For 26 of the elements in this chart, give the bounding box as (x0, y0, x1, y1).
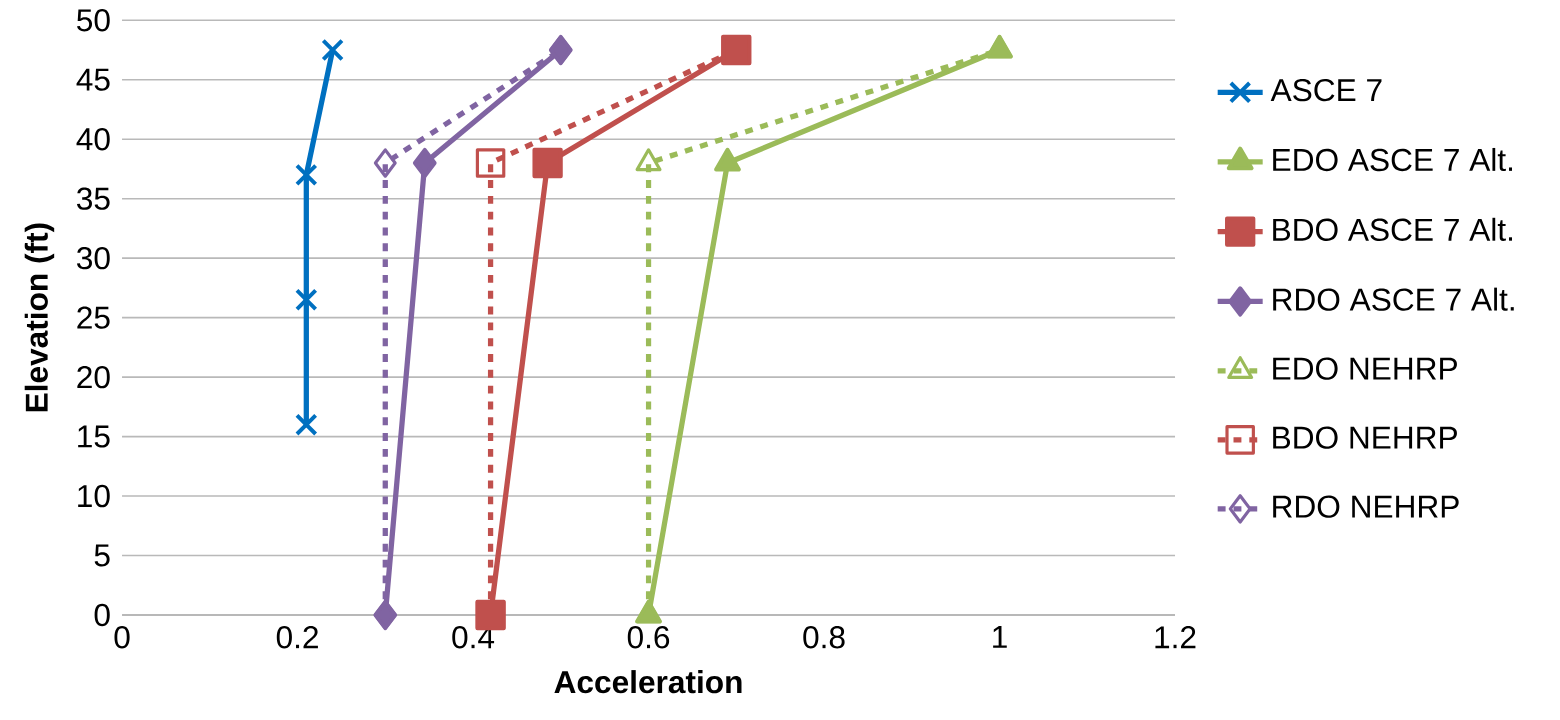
x-tick-label: 1 (993, 626, 1007, 648)
legend-label: BDO ASCE 7 Alt. (1273, 217, 1513, 241)
y-tick-label: 5 (94, 544, 110, 567)
y-tick-label: 10 (78, 484, 110, 508)
legend-label: RDO ASCE 7 Alt. (1273, 287, 1514, 311)
y-tick-label: 50 (77, 9, 110, 32)
x-tick-label: 1.2 (1155, 626, 1196, 649)
y-tick-label: 0 (94, 603, 110, 627)
legend-label: BDO NEHRP (1273, 426, 1457, 449)
x-axis-title: Acceleration (554, 670, 742, 694)
y-axis-title: Elevation (ft) (24, 223, 55, 412)
legend-label: EDO ASCE 7 Alt. (1273, 147, 1513, 172)
x-tick-label: 0.8 (803, 626, 845, 649)
y-tick-label: 25 (77, 306, 110, 329)
y-tick-label: 30 (76, 246, 110, 270)
y-tick-label: 40 (76, 128, 110, 151)
y-tick-label: 20 (77, 365, 110, 389)
x-tick-label: 0.6 (627, 626, 670, 649)
x-tick-label: 0 (114, 626, 130, 649)
y-tick-label: 15 (78, 425, 110, 448)
y-tick-label: 35 (76, 187, 110, 210)
legend-label: RDO NEHRP (1273, 495, 1459, 518)
legend-label: EDO NEHRP (1273, 357, 1457, 380)
x-tick-label: 0.2 (276, 626, 318, 649)
legend-label: ASCE 7 (1270, 78, 1382, 102)
y-tick-label: 45 (76, 68, 110, 91)
